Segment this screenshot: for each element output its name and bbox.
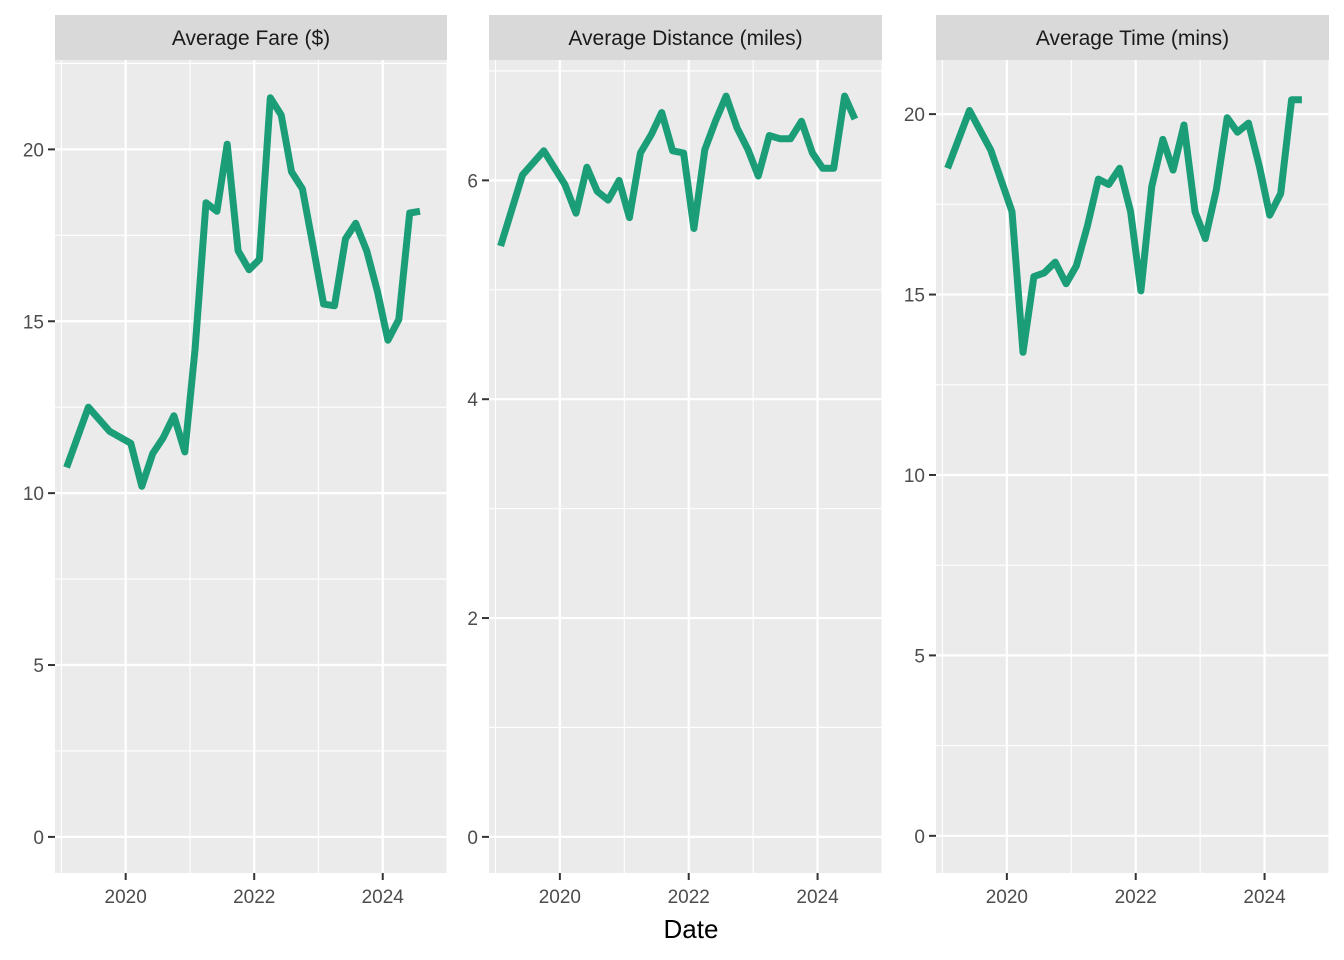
facet-strip [936, 15, 1329, 60]
y-tick-label: 5 [33, 656, 44, 677]
y-tick-label: 20 [904, 105, 925, 126]
x-tick-label: 2020 [105, 887, 147, 908]
series-line [944, 96, 1302, 356]
series-line [63, 94, 421, 490]
series-line [497, 92, 859, 248]
y-tick-label: 6 [467, 171, 478, 192]
y-tick-label: 2 [467, 609, 478, 630]
y-tick-label: 10 [904, 466, 925, 487]
x-axis-title: Date [664, 914, 719, 944]
y-tick-label: 4 [467, 390, 478, 411]
facet-strip-title: Average Fare ($) [172, 27, 330, 50]
facet-panel-2: Average Distance (miles) 0 2 4 6 2020 2022 2024 [467, 15, 883, 908]
y-tick-label: 20 [23, 140, 44, 161]
x-tick-label: 2024 [362, 887, 405, 908]
y-tick-label: 15 [23, 312, 44, 333]
panel-background [936, 60, 1329, 873]
x-tick-label: 2022 [233, 887, 275, 908]
x-tick-label: 2020 [986, 887, 1028, 908]
facet-strip [489, 15, 882, 60]
y-tick-label: 0 [33, 828, 44, 849]
x-tick-label: 2020 [539, 887, 581, 908]
y-tick-label: 0 [467, 828, 478, 849]
y-tick-label: 0 [914, 827, 925, 848]
facet-strip [55, 15, 447, 60]
x-tick-label: 2022 [668, 887, 710, 908]
x-tick-label: 2024 [1243, 887, 1286, 908]
x-tick-label: 2022 [1115, 887, 1157, 908]
y-tick-label: 15 [904, 286, 925, 307]
facet-strip-title: Average Distance (miles) [568, 27, 802, 50]
facet-strip-title: Average Time (mins) [1036, 27, 1229, 50]
y-tick-label: 10 [23, 484, 44, 505]
y-tick-label: 5 [914, 646, 925, 667]
x-tick-label: 2024 [796, 887, 839, 908]
